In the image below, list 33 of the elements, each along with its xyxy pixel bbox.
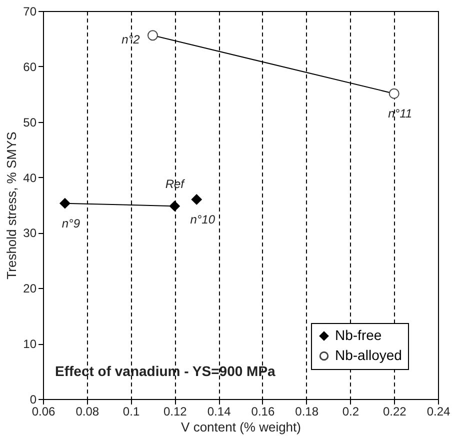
x-tick-label: 0.18 <box>295 404 319 418</box>
point <box>169 200 180 212</box>
annotation: n°2 <box>122 32 140 46</box>
annotation: Ref <box>165 177 186 192</box>
x-axis-title: V content (% weight) <box>181 420 301 434</box>
annotation: n°10 <box>190 212 216 226</box>
annotation: n°11 <box>388 106 412 121</box>
y-axis-title: Treshold stress, % SMYS <box>4 131 20 280</box>
y-tick-label: 20 <box>23 282 37 296</box>
x-tick-label: 0.2 <box>342 404 360 418</box>
x-tick-label: 0.12 <box>163 404 188 418</box>
point <box>60 198 70 209</box>
legend-label: Nb-free <box>335 327 382 343</box>
annotation: n°9 <box>62 216 80 230</box>
x-tick-label: 0.24 <box>426 404 450 418</box>
y-tick-label: 40 <box>23 170 37 185</box>
point <box>191 194 202 205</box>
y-tick-label: 60 <box>23 60 37 74</box>
x-tick-label: 0.22 <box>382 404 407 418</box>
annotation: Effect of vanadium - YS=900 MPa <box>55 363 276 379</box>
y-tick-label: 30 <box>23 226 37 240</box>
y-tick-label: 70 <box>23 4 37 18</box>
x-tick-label: 0.08 <box>76 404 100 418</box>
x-tick-label: 0.14 <box>207 404 232 418</box>
legend-label: Nb-alloyed <box>335 347 402 363</box>
point <box>388 88 400 99</box>
point <box>147 30 158 41</box>
x-tick-label: 0.06 <box>32 404 56 418</box>
y-tick-label: 10 <box>23 337 37 352</box>
y-tick-label: 0 <box>30 392 37 406</box>
y-tick-label: 50 <box>23 115 37 130</box>
x-tick-label: 0.16 <box>251 404 275 418</box>
x-tick-label: 0.1 <box>122 404 140 418</box>
